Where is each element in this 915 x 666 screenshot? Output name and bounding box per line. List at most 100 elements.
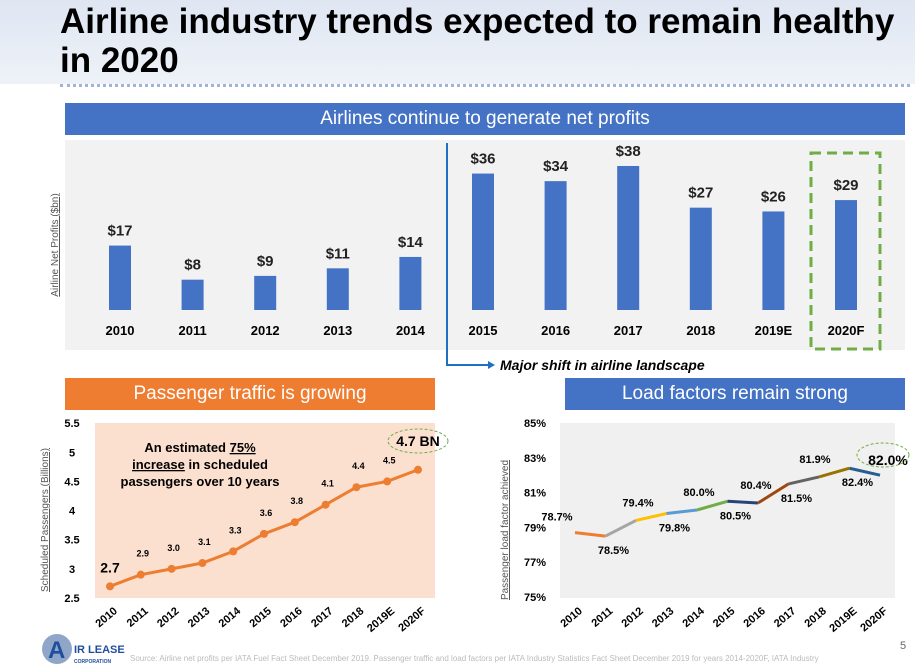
svg-text:A: A [48,637,65,664]
bar-value-label: $11 [326,245,350,262]
traffic-plot-area [95,423,435,598]
load-callout-ellipse [856,442,910,468]
bar-category-label: 2017 [614,323,643,338]
traffic-x-label: 2020F [396,605,428,634]
traffic-y-tick: 4.5 [64,476,79,488]
load-segment-2018 [818,466,850,479]
bar-2017 [617,165,640,310]
load-x-label: 2018 [802,605,828,630]
bar-value-label: $34 [543,158,569,175]
load-segment-2019E [849,466,881,477]
load-y-tick: 79% [524,522,546,534]
traffic-x-label: 2017 [309,605,335,630]
traffic-value-label: 2.9 [137,549,150,559]
shift-note: Major shift in airline landscape [500,357,705,373]
load-x-label: 2017 [772,605,798,630]
traffic-y-tick: 3.5 [64,535,79,547]
bar-2020F [835,200,857,310]
load-x-label: 2012 [619,605,645,630]
load-segment-2016 [757,482,790,505]
load-x-label: 2011 [589,605,615,630]
traffic-note-line1: An estimated 75% [144,440,256,455]
bar-2014 [399,256,422,310]
load-x-label: 2010 [558,605,584,630]
traffic-point-2019E [383,477,392,486]
load-plot-area [560,423,895,598]
traffic-point-2018 [352,483,361,492]
load-y-tick: 75% [524,592,546,604]
traffic-x-label: 2011 [125,605,151,630]
bar-value-label: $8 [184,257,201,274]
traffic-y-tick: 5 [69,447,75,459]
bar-value-label: $26 [761,188,786,205]
bar-value-label: $27 [688,185,713,202]
load-y-label: Passenger load factor achieved [500,460,511,600]
traffic-y-label: Scheduled Passengers (Billions) [40,448,51,592]
load-segment-2011 [604,519,637,538]
traffic-point-2017 [321,500,330,509]
traffic-x-label: 2016 [278,605,304,630]
traffic-y-tick: 2.5 [64,593,79,605]
svg-text:IR LEASE: IR LEASE [74,644,125,656]
highlight-box-2020F [809,151,882,351]
arrow-head-icon [488,361,495,369]
bar-value-label: $14 [398,234,424,251]
load-x-label: 2020F [858,605,890,634]
load-segment-2013 [666,508,698,515]
load-value-label: 80.0% [683,487,714,499]
svg-text:CORPORATION: CORPORATION [74,659,112,665]
bar-2013 [326,268,349,310]
load-value-label: 81.5% [781,493,812,505]
traffic-value-label: 3.8 [291,496,304,506]
traffic-x-label: 2015 [247,605,273,630]
bar-y-label: Airline Net Profits ($bn) [50,193,61,296]
load-header: Load factors remain strong [565,378,905,410]
source-note: Source: Airline net profits per IATA Fue… [130,654,819,663]
page-title: Airline industry trends expected to rema… [60,2,895,80]
traffic-value-label: 3.6 [260,508,273,518]
title-bar [0,0,915,84]
load-value-label: 82.4% [842,477,873,489]
callout-ellipse [387,428,449,454]
traffic-x-label: 2013 [186,605,212,630]
profits-header: Airlines continue to generate net profit… [65,103,905,135]
traffic-x-label: 2019E [365,605,397,635]
load-x-label: 2019E [827,605,859,635]
bar-category-label: 2013 [323,323,352,338]
traffic-point-2015 [260,529,268,538]
load-segment-2012 [635,512,667,522]
load-value-label: 81.9% [799,454,830,466]
load-value-label: 80.4% [740,480,771,492]
bar-2018 [689,207,712,310]
bar-category-label: 2010 [106,323,135,338]
load-y-tick: 81% [524,488,546,500]
traffic-value-label: 4.5 [383,455,396,465]
air-lease-logo: A IR LEASE CORPORATION [40,632,130,666]
bar-2010 [109,245,131,310]
load-y-tick: 83% [524,453,546,465]
load-segment-2010 [574,531,606,538]
traffic-point-2014 [229,547,238,556]
load-x-label: 2014 [680,605,707,630]
bar-2016 [544,181,567,310]
load-x-label: 2016 [741,605,767,630]
bar-value-label: $29 [833,177,858,194]
traffic-point-2012 [167,564,176,573]
load-x-label: 2013 [650,605,676,630]
bar-category-label: 2012 [251,323,280,338]
traffic-y-tick: 3 [69,564,75,576]
load-segment-2015 [727,499,759,505]
traffic-point-2013 [198,559,207,568]
traffic-value-label: 4.4 [352,461,365,471]
traffic-value-label: 4.1 [321,479,334,489]
bar-value-label: $17 [107,223,132,240]
traffic-note-line3: passengers over 10 years [121,474,280,489]
bar-category-label: 2016 [541,323,570,338]
bar-2019E [762,211,785,310]
traffic-y-tick: 4 [69,506,76,518]
load-y-tick: 85% [524,418,546,430]
bar-category-label: 2018 [686,323,715,338]
traffic-point-2016 [290,518,299,527]
bar-2015 [472,173,494,310]
